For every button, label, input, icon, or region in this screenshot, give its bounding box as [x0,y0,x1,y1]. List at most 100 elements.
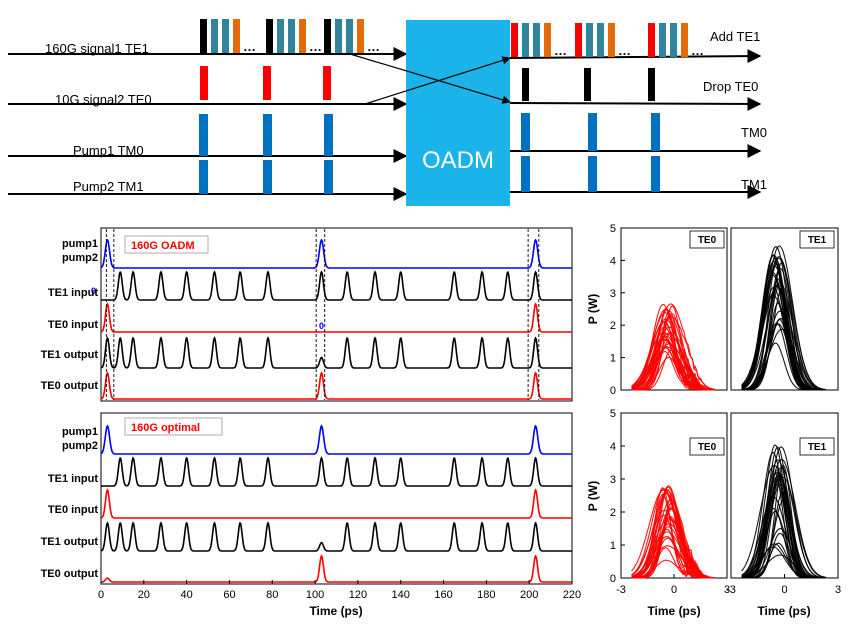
eye-ylabel-bottom: P (W) [586,481,600,511]
eye-tag: TE0 [698,235,717,246]
te0-input-trace-b [100,488,572,519]
signal-pulse [586,23,593,57]
panel-160g-optimal: 160G optimal pump1 pump2 TE1 input TE0 i… [41,412,581,618]
pump-pulse [651,113,660,151]
eye-trace [631,498,716,579]
row-label-te1-input: TE1 input [48,287,98,299]
eye-trace [741,255,826,391]
x-tick-label: 200 [520,589,538,601]
pump-trace [100,238,572,269]
pump-pulse [521,156,530,192]
signal-pulse [522,23,529,57]
signal-pulse [597,23,604,57]
eye-xlabel-right: Time (ps) [757,604,810,618]
te0-input-trace [100,302,572,333]
pump-pulse [588,156,597,192]
output-line [509,96,762,111]
ellipsis-mark: … [367,39,380,54]
x-tick-label: 3 [724,584,730,596]
eye-te1-bottom: TE1 [730,412,839,579]
row-label-te1-output-b: TE1 output [41,536,99,548]
signal-pulse [335,19,342,53]
te0-input-zero-marker: 0 [319,321,324,331]
output-label-drop: Drop TE0 [703,79,758,94]
cross-arrow-drop [349,53,511,104]
eye-trace [741,282,826,391]
te0-input-pulse [263,66,271,100]
output-label-add: Add TE1 [710,29,760,44]
signal-pulse [266,19,273,53]
signal-pulse [511,23,518,57]
time-axis: 0 20 40 60 80 100 120 140 160 180 200 220 [98,580,581,601]
eye-tag: TE0 [698,442,717,453]
eye-te1-top: TE1 [730,227,839,391]
x-tick-label: 40 [181,589,193,601]
pump-pulse [588,113,597,151]
pump-pulse [199,160,208,194]
eye-ylabel-top: P (W) [586,294,600,324]
row-label-te0-input-b: TE0 input [48,504,98,516]
ellipsis-mark: … [309,39,322,54]
panel-tag-optimal: 160G optimal [131,422,200,434]
eye-te0-bottom: TE0 [620,412,728,580]
signal-pulse [544,23,551,57]
signal-pulse [608,23,615,57]
pump-pulse [324,114,333,156]
eye-trace [631,315,716,391]
time-axis-label: Time (ps) [309,604,362,618]
row-label-te0-input: TE0 input [48,319,98,331]
y-tick-label: 5 [610,223,616,235]
te1-input-trace-b [101,456,572,487]
oadm-schematic: OADM … … … … … … 160G signal1 TE1 10G signal2… [8,19,767,206]
eye-trace [631,537,715,579]
signal-pulse [575,23,582,57]
x-tick-label: 140 [392,589,410,601]
x-tick-label: 20 [138,589,150,601]
te0-output-pulse [584,68,591,101]
y-tick-label: 0 [610,573,616,585]
te1-output-trace [100,336,572,369]
y-tick-label: 5 [610,408,616,420]
eye-xlabel-left: Time (ps) [647,604,700,618]
signal-pulse [233,19,240,53]
te1-input-trace [101,270,572,301]
signal-pulse [324,19,331,53]
x-tick-label: -3 [616,584,626,596]
input-label-pump2: Pump2 TM1 [73,179,144,194]
ellipsis-mark: … [554,43,567,58]
eye-trace [741,532,826,579]
y-tick-label: 4 [610,441,616,453]
eye-trace [741,274,826,391]
x-tick-label: 120 [349,589,367,601]
cross-arrow-add [364,56,511,105]
signal-pulse [200,19,207,53]
oadm-block [406,20,510,206]
y-tick-label: 1 [610,540,616,552]
x-tick-label: 60 [223,589,235,601]
signal-pulse [277,19,284,53]
eye-trace [741,446,826,579]
te0-input-pulse [200,66,208,100]
pump-pulse [651,156,660,192]
signal-pulse [346,19,353,53]
y-tick-label: 2 [610,507,616,519]
input-label-signal1: 160G signal1 TE1 [45,41,149,56]
signal-pulse [222,19,229,53]
eye-trace [631,528,715,579]
pump-pulse [263,160,272,194]
row-label-pump1-b: pump1 [62,426,98,438]
te0-output-trace [100,371,572,400]
input-label-signal2: 10G signal2 TE0 [55,92,152,107]
y-tick-label: 2 [610,320,616,332]
x-tick-label: 100 [306,589,324,601]
signal-pulse [288,19,295,53]
x-tick-label: 0 [98,589,104,601]
x-tick-label: -3 [726,584,736,596]
eye-tag: TE1 [808,235,827,246]
x-tick-label: 220 [563,589,581,601]
ellipsis-mark: … [243,39,256,54]
x-tick-label: 0 [781,584,787,596]
x-tick-label: 180 [477,589,495,601]
